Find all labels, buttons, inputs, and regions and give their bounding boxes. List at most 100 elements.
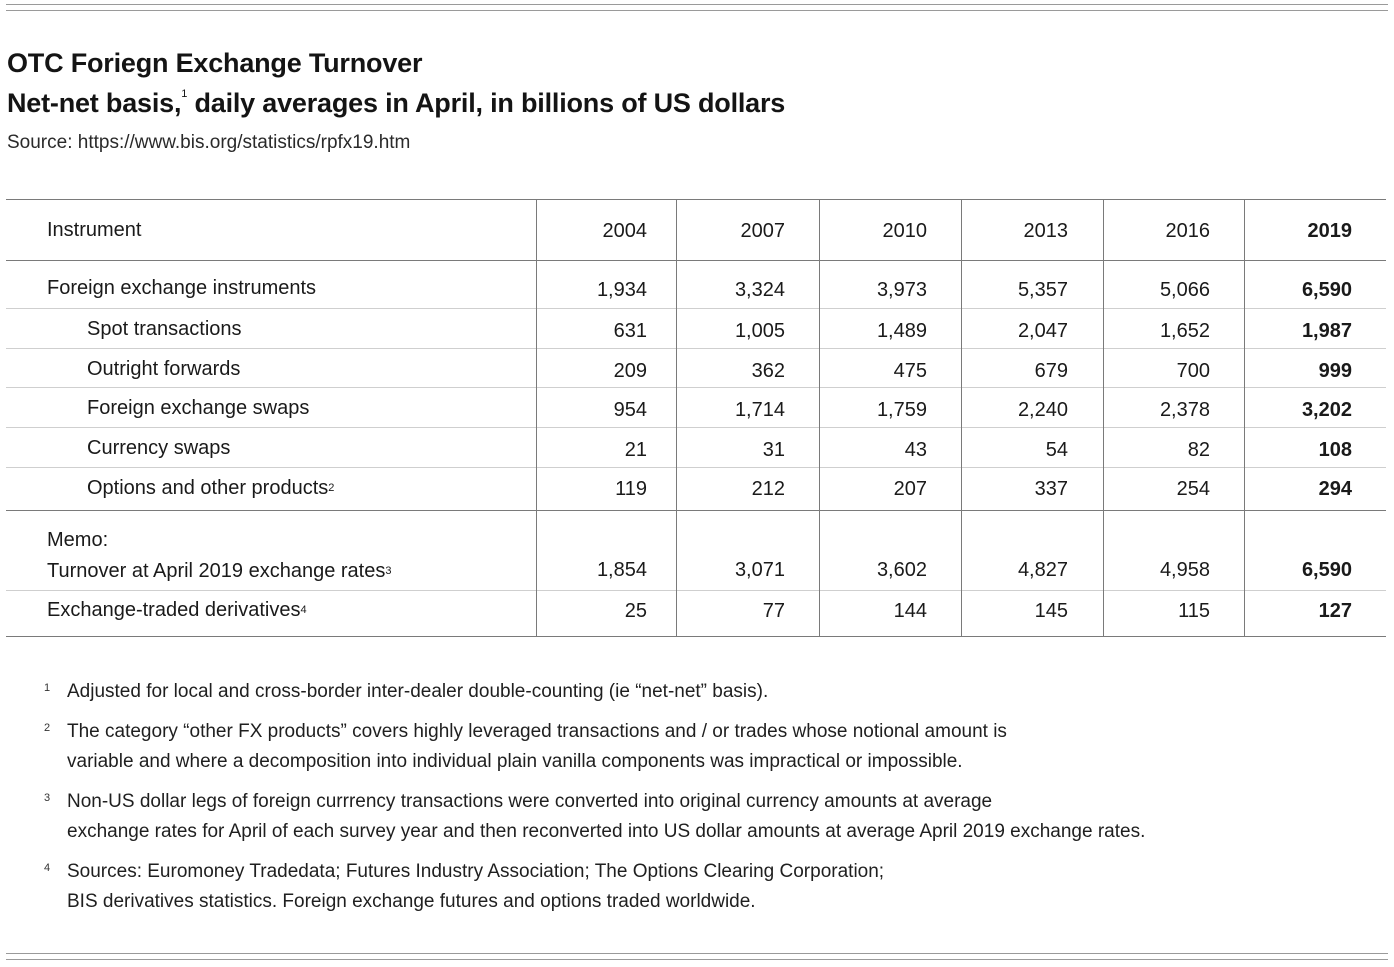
table-cell: 3,324	[734, 279, 785, 301]
table-cell: 209	[613, 360, 647, 382]
row-separator	[6, 348, 1386, 349]
footnote-line: BIS derivatives statistics. Foreign exch…	[67, 891, 756, 912]
table-cell: 631	[613, 320, 647, 342]
row-label-options-and-other-products: Options and other products2	[87, 476, 334, 500]
row-separator	[6, 308, 1386, 309]
footnote-2: The category “other FX products” covers …	[67, 717, 1007, 777]
table-cell: 5,066	[1159, 279, 1210, 301]
header-year: 2004	[602, 220, 648, 242]
row-label-turnover-at-april-2019-rates: Turnover at April 2019 exchange rates3	[47, 559, 391, 583]
table-cell-latest: 127	[1318, 600, 1352, 622]
table-cell: 4,958	[1159, 559, 1210, 581]
footnote-1: Adjusted for local and cross-border inte…	[67, 677, 768, 707]
footnote-line: The category “other FX products” covers …	[67, 721, 1007, 742]
header-year: 2010	[882, 220, 928, 242]
row-label-text: Options and other products	[87, 477, 329, 499]
table-cell: 1,854	[596, 559, 647, 581]
table-cell: 207	[893, 478, 927, 500]
table-cell-latest: 999	[1318, 360, 1352, 382]
page-subtitle: Net-net basis,1 daily averages in April,…	[7, 88, 785, 119]
table-cell: 475	[893, 360, 927, 382]
table-cell: 21	[624, 439, 647, 461]
header-instrument: Instrument	[47, 219, 142, 241]
header-year: 2016	[1165, 220, 1211, 242]
footnote-line: Sources: Euromoney Tradedata; Futures In…	[67, 861, 885, 882]
row-separator	[6, 590, 1386, 591]
table-cell: 115	[1178, 600, 1210, 622]
table-cell: 1,489	[876, 320, 927, 342]
table-cell-latest: 294	[1318, 478, 1352, 500]
page-title: OTC Foriegn Exchange Turnover	[7, 48, 423, 78]
row-separator	[6, 427, 1386, 428]
row-label-foreign-exchange-instruments: Foreign exchange instruments	[47, 277, 317, 299]
table-cell-latest: 108	[1318, 439, 1352, 461]
header-year-latest: 2019	[1307, 220, 1353, 242]
footnote-ref: 4	[300, 604, 307, 616]
table-cell: 954	[613, 399, 647, 421]
row-label-foreign-exchange-swaps: Foreign exchange swaps	[87, 397, 310, 419]
memo-label: Memo:	[47, 529, 109, 551]
footnote-mark: 4	[44, 862, 51, 874]
footnote-mark: 2	[44, 722, 51, 734]
table-cell: 25	[624, 600, 647, 622]
row-label-spot-transactions: Spot transactions	[87, 318, 242, 340]
row-label-text: Turnover at April 2019 exchange rates	[47, 560, 386, 582]
table-cell: 1,652	[1159, 320, 1210, 342]
row-separator	[6, 467, 1386, 468]
table-cell: 1,714	[734, 399, 785, 421]
table-cell-latest: 6,590	[1301, 559, 1352, 581]
turnover-table: Instrument 2004 2007 2010 2013 2016 2019…	[6, 199, 1386, 638]
column-divider	[536, 200, 537, 637]
footnote-line: exchange rates for April of each survey …	[67, 821, 1146, 842]
table-cell: 144	[893, 600, 927, 622]
footnote-line: variable and where a decomposition into …	[67, 751, 963, 772]
header-year: 2013	[1023, 220, 1069, 242]
table-cell-latest: 6,590	[1301, 279, 1352, 301]
footnote-line: Non-US dollar legs of foreign currrency …	[67, 791, 993, 812]
table-cell: 5,357	[1017, 279, 1068, 301]
table-top-rule	[6, 199, 1386, 200]
header-year: 2007	[740, 220, 786, 242]
column-divider	[676, 200, 677, 637]
table-cell: 82	[1187, 439, 1210, 461]
column-divider	[1244, 200, 1245, 637]
row-label-text: Exchange-traded derivatives	[47, 599, 301, 621]
table-cell: 1,934	[596, 279, 647, 301]
table-cell: 337	[1034, 478, 1068, 500]
column-divider	[961, 200, 962, 637]
header-bottom-rule	[6, 260, 1386, 261]
footnote-mark: 1	[44, 682, 51, 694]
table-cell-latest: 3,202	[1301, 399, 1352, 421]
column-divider	[819, 200, 820, 637]
table-cell: 1,759	[876, 399, 927, 421]
row-label-exchange-traded-derivatives: Exchange-traded derivatives4	[47, 598, 307, 622]
table-cell: 2,378	[1159, 399, 1210, 421]
table-cell: 212	[751, 478, 785, 500]
table-cell: 3,602	[876, 559, 927, 581]
table-cell: 43	[904, 439, 927, 461]
footnote-3: Non-US dollar legs of foreign currrency …	[67, 787, 1145, 847]
table-cell: 4,827	[1017, 559, 1068, 581]
table-cell-latest: 1,987	[1301, 320, 1352, 342]
subtitle-part1: Net-net basis,	[7, 88, 182, 118]
subtitle-part2: daily averages in April, in billions of …	[187, 88, 786, 118]
table-cell: 119	[615, 478, 647, 500]
table-cell: 2,240	[1017, 399, 1068, 421]
table-cell: 3,071	[734, 559, 785, 581]
table-cell: 2,047	[1017, 320, 1068, 342]
table-cell: 145	[1034, 600, 1068, 622]
table-cell: 77	[762, 600, 785, 622]
table-cell: 679	[1034, 360, 1068, 382]
source-note: Source: https://www.bis.org/statistics/r…	[7, 132, 411, 153]
subtitle-footnote-ref: 1	[181, 88, 188, 100]
row-label-currency-swaps: Currency swaps	[87, 437, 231, 459]
table-cell: 362	[751, 360, 785, 382]
footnote-line: Adjusted for local and cross-border inte…	[67, 681, 769, 702]
table-cell: 700	[1176, 360, 1210, 382]
footnote-4: Sources: Euromoney Tradedata; Futures In…	[67, 857, 884, 917]
section-separator	[6, 510, 1386, 511]
table-bottom-rule	[6, 636, 1386, 637]
table-cell: 254	[1176, 478, 1210, 500]
table-cell: 31	[762, 439, 785, 461]
top-double-rule	[6, 4, 1388, 11]
